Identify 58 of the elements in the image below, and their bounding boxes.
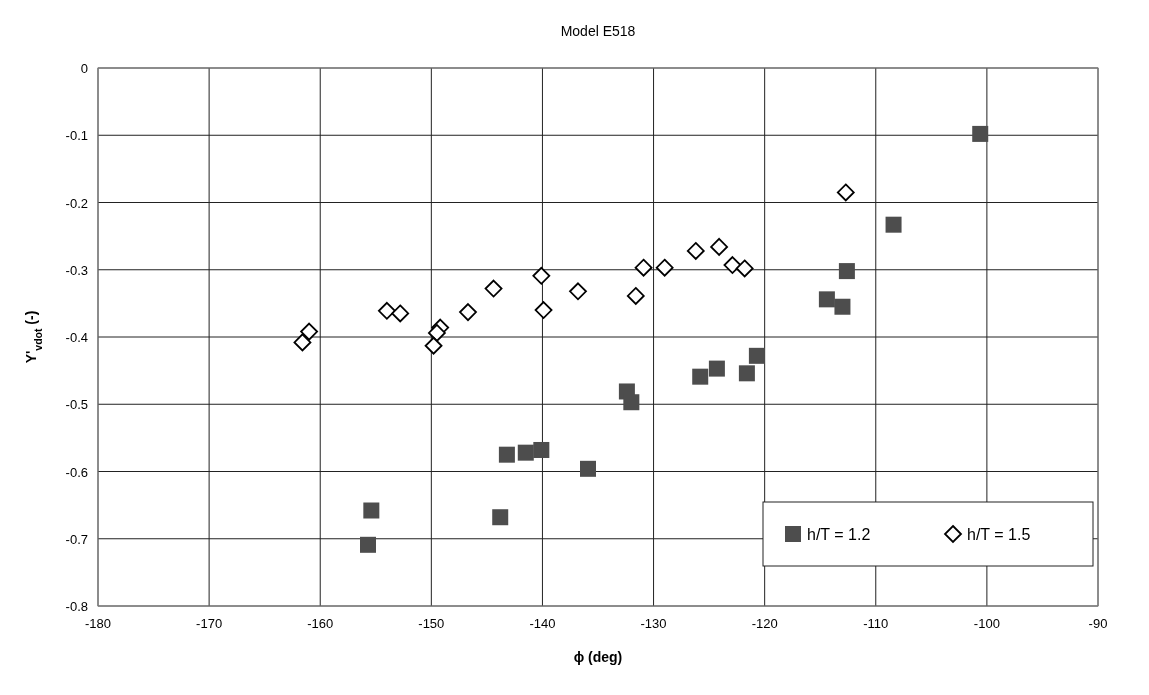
- point: [300, 322, 319, 341]
- point: [623, 394, 640, 411]
- y-tick-label: 0: [80, 61, 88, 76]
- point: [710, 237, 729, 256]
- point: [834, 298, 851, 315]
- y-tick-label: -0.8: [65, 599, 88, 614]
- point: [626, 287, 645, 305]
- x-tick-label: -170: [196, 616, 223, 631]
- x-tick-label: -90: [1088, 616, 1108, 631]
- y-tick-label: -0.3: [65, 262, 88, 278]
- point: [484, 279, 503, 298]
- point: [363, 502, 380, 519]
- point: [360, 536, 376, 553]
- x-tick-label: -100: [973, 616, 1000, 631]
- x-tick-label: -180: [84, 616, 112, 631]
- x-tick-label: -160: [307, 616, 334, 631]
- x-tick-label: -110: [863, 616, 889, 631]
- legend-label: h/T = 1.2: [807, 526, 871, 543]
- x-tick-label: -150: [418, 616, 445, 631]
- point: [532, 266, 551, 285]
- point: [634, 258, 653, 277]
- point: [459, 303, 477, 322]
- point: [424, 336, 443, 355]
- point: [708, 360, 725, 377]
- point: [534, 301, 553, 319]
- x-tick-label: -140: [529, 616, 556, 631]
- legend-label: h/T = 1.5: [967, 526, 1031, 543]
- point: [391, 304, 410, 323]
- point: [885, 216, 902, 233]
- point: [498, 446, 515, 463]
- y-tick-label: -0.2: [65, 195, 88, 211]
- point: [492, 509, 509, 526]
- y-tick-label: -0.4: [65, 330, 88, 345]
- x-axis-title: ϕ (deg): [573, 649, 623, 665]
- point: [427, 324, 446, 342]
- point: [580, 460, 596, 477]
- point: [655, 258, 674, 277]
- point: [738, 365, 755, 382]
- point: [293, 333, 312, 352]
- chart-title: Model E518: [560, 23, 636, 39]
- point: [686, 242, 705, 260]
- y-tick-label: -0.1: [65, 128, 88, 144]
- point: [692, 368, 709, 385]
- point: [972, 125, 989, 142]
- x-tick-label: -120: [751, 616, 778, 631]
- point: [735, 259, 754, 278]
- point: [818, 291, 835, 308]
- point: [569, 282, 587, 301]
- y-tick-label: -0.5: [65, 397, 88, 413]
- point: [517, 444, 534, 461]
- point: [836, 183, 855, 202]
- point: [838, 263, 855, 280]
- point: [748, 347, 765, 364]
- y-tick-label: -0.6: [65, 464, 88, 480]
- point: [533, 441, 550, 458]
- y-tick-label: -0.7: [65, 531, 88, 547]
- point: [377, 301, 396, 320]
- x-tick-label: -130: [640, 616, 667, 631]
